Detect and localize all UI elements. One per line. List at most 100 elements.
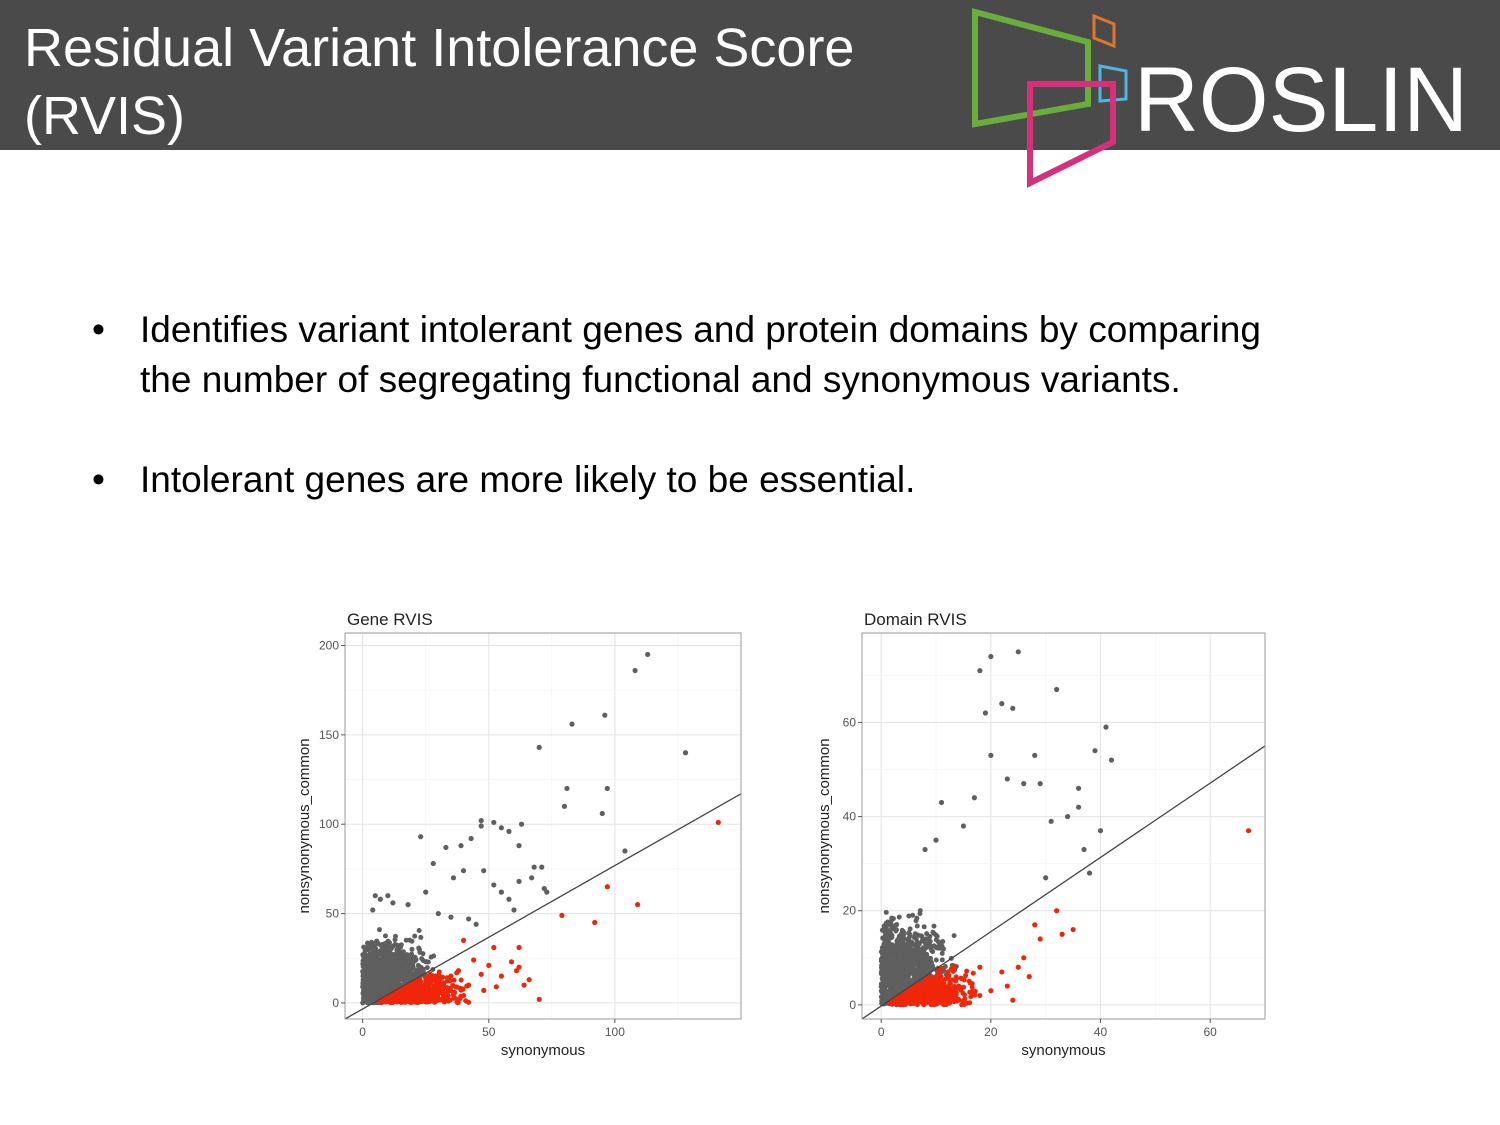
roslin-logo: ROSLIN	[972, 8, 1468, 188]
data-point	[887, 987, 893, 993]
data-point	[918, 989, 924, 995]
data-point	[460, 937, 467, 943]
y-tick-label: 200	[319, 639, 339, 653]
data-point	[376, 950, 382, 956]
data-point	[893, 985, 899, 991]
data-point	[394, 942, 400, 948]
data-point	[999, 969, 1005, 975]
data-point	[939, 950, 945, 956]
data-point	[939, 1000, 945, 1006]
data-point	[392, 937, 398, 943]
x-axis-label: synonymous	[501, 1042, 585, 1059]
bullet-item: • Identifies variant intolerant genes an…	[92, 305, 1272, 405]
data-point	[387, 993, 393, 999]
data-point	[947, 979, 953, 985]
data-point	[404, 952, 410, 958]
data-point	[885, 969, 891, 975]
data-point	[967, 1000, 973, 1006]
data-point	[429, 978, 435, 984]
data-point	[890, 916, 896, 922]
data-point	[455, 1000, 461, 1006]
data-point	[912, 949, 918, 955]
data-point	[963, 973, 969, 979]
logo-orange-frame	[1092, 13, 1116, 49]
data-point	[451, 989, 457, 995]
y-tick-label: 40	[843, 810, 857, 824]
data-point	[927, 938, 933, 944]
data-point	[406, 972, 412, 978]
data-point	[448, 973, 454, 979]
data-point	[940, 979, 946, 985]
regression-line	[861, 745, 1266, 1020]
data-point	[431, 953, 437, 959]
data-point	[381, 973, 387, 979]
data-point	[883, 909, 889, 915]
data-point	[373, 941, 379, 947]
data-point	[622, 848, 628, 854]
data-point	[379, 961, 385, 967]
data-point	[999, 701, 1005, 707]
data-point	[1021, 781, 1027, 787]
data-point	[1108, 757, 1115, 763]
x-tick-label: 60	[1203, 1025, 1217, 1039]
data-point	[423, 889, 429, 895]
data-point	[424, 959, 430, 965]
data-point	[890, 974, 896, 980]
data-point	[955, 998, 961, 1004]
data-point	[1081, 846, 1087, 853]
data-point	[394, 955, 400, 961]
data-point	[417, 977, 423, 983]
data-point	[988, 653, 994, 660]
data-point	[939, 965, 945, 971]
data-point	[424, 965, 430, 971]
logo-wordmark: ROSLIN	[1134, 49, 1468, 151]
data-point	[491, 944, 497, 951]
data-point	[516, 944, 522, 951]
data-point	[465, 982, 472, 988]
y-tick-label: 50	[326, 907, 340, 921]
x-tick-label: 20	[984, 1025, 998, 1039]
data-point	[896, 914, 902, 920]
slide-header: Residual Variant Intolerance Score (RVIS…	[0, 0, 1500, 150]
data-point	[389, 974, 395, 980]
x-axis-label: synonymous	[1021, 1042, 1105, 1059]
data-point	[396, 994, 402, 1000]
data-point	[898, 998, 904, 1004]
data-point	[897, 948, 903, 954]
data-point	[395, 971, 401, 977]
data-point	[919, 947, 925, 953]
data-point	[1037, 781, 1043, 787]
data-point	[1054, 908, 1060, 914]
data-point	[882, 988, 888, 994]
data-point	[930, 949, 936, 955]
data-point	[927, 961, 933, 967]
data-point	[390, 954, 396, 960]
data-point	[1032, 752, 1038, 758]
data-point	[371, 952, 377, 958]
domain-rvis-chart: Domain RVIS 0 20 40 60 0 20 40 60 synonymous nonsy…	[815, 605, 1275, 1065]
data-point	[919, 933, 925, 939]
y-tick-label: 20	[843, 904, 857, 918]
data-point	[481, 868, 487, 874]
data-point	[420, 951, 426, 957]
data-point	[491, 819, 497, 826]
data-point	[431, 999, 437, 1005]
data-point	[906, 990, 912, 996]
data-point	[886, 929, 892, 935]
data-point	[379, 947, 385, 953]
data-point	[988, 752, 994, 758]
data-point	[887, 954, 893, 960]
data-point	[634, 902, 641, 908]
data-point	[388, 960, 394, 966]
data-point	[390, 970, 396, 976]
data-point	[1026, 974, 1032, 980]
data-point	[977, 668, 983, 674]
data-point	[386, 980, 392, 986]
chart-title: Gene RVIS	[347, 610, 433, 629]
data-point	[360, 952, 366, 958]
data-point	[425, 992, 431, 998]
data-point	[1037, 936, 1043, 942]
data-point	[901, 931, 907, 937]
data-point	[969, 981, 975, 987]
panel-border	[861, 632, 1266, 1020]
